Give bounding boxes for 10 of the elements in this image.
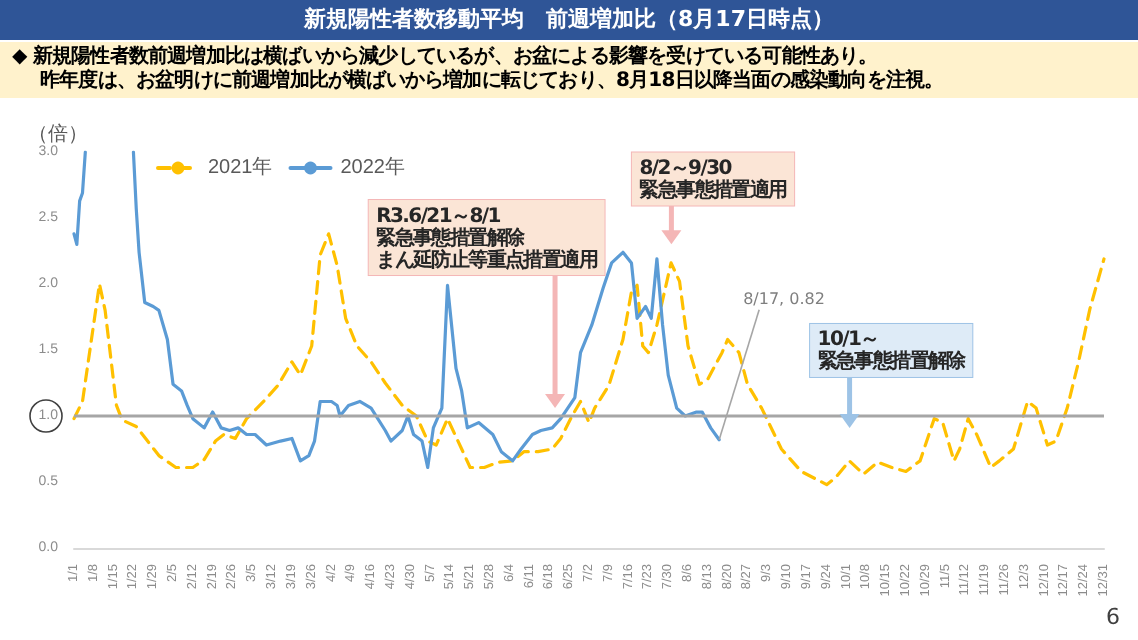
legend-label: 2022年 <box>340 155 405 179</box>
annotation: 8/2～9/30緊急事態措置適用 <box>639 158 789 202</box>
legend-label: 2021年 <box>208 155 273 179</box>
chart-subtitle: ◆ 新規陽性者数前週増加比は横ばいから減少しているが、お盆による影響を受けている可能性あり。昨年度は、お盆明けに前週増加比が横ばいから増加に転じており、8月18日以降当面の感染動向を注視。 <box>0 42 1138 98</box>
y-axis-title: （倍） <box>28 121 88 146</box>
annotation: 10/1～緊急事態措置解除 <box>817 329 969 374</box>
annotation: R3.6/21～8/1緊急事態措置解除まん延防止等重点措置適用 <box>376 205 599 272</box>
chart-title: 新規陽性者数移動平均 前週増加比（8月17日時点） <box>0 0 1138 40</box>
text: 6 <box>1106 604 1120 630</box>
annotation: 8/17, 0.82 <box>743 289 825 308</box>
